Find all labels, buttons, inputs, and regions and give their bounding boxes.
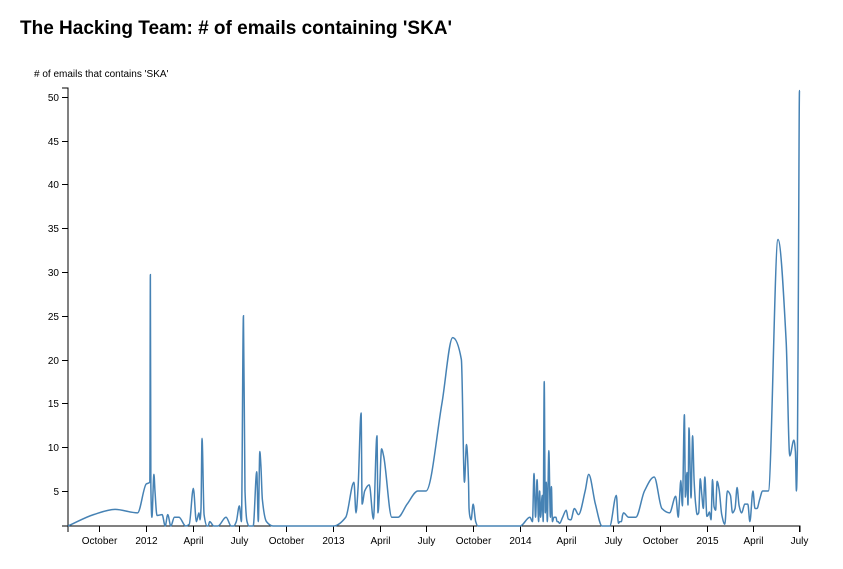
x-tick-label: 2013 [322,536,345,547]
chart-title: The Hacking Team: # of emails containing… [20,18,453,39]
series-line [67,89,801,527]
x-tick: July [605,526,623,547]
y-tick: 45 [48,137,68,148]
x-tick-label: July [605,536,623,547]
x-tick-label: October [643,536,679,547]
x-tick: July [791,526,809,547]
x-tick: October [456,526,492,547]
y-tick: 35 [48,224,68,235]
y-tick: 25 [48,312,68,323]
series-group [67,89,801,527]
x-tick: April [183,526,204,547]
y-tick-label: 45 [48,137,60,148]
y-axis-label: # of emails that contains 'SKA' [34,69,169,80]
y-tick: 30 [48,268,68,279]
x-tick: October [269,526,305,547]
x-tick-label: July [418,536,436,547]
y-tick: 20 [48,356,68,367]
y-tick-label: 35 [48,224,60,235]
x-tick: July [231,526,249,547]
x-tick: October [643,526,679,547]
x-tick-label: October [456,536,492,547]
x-tick-label: July [231,536,249,547]
y-tick: 15 [48,399,68,410]
x-tick-label: April [743,536,763,547]
y-tick: 40 [48,180,68,191]
x-tick: 2012 [135,526,158,547]
y-tick-label: 10 [48,443,60,454]
y-tick: 10 [48,443,68,454]
y-tick-label: 5 [53,487,59,498]
x-tick-label: 2012 [135,536,158,547]
x-tick: April [370,526,391,547]
x-tick: 2013 [322,526,345,547]
x-tick-label: April [370,536,390,547]
x-tick: October [82,526,118,547]
x-tick: April [556,526,577,547]
y-tick-label: 30 [48,268,60,279]
x-tick-label: July [791,536,809,547]
y-tick-label: 25 [48,312,60,323]
x-tick-label: October [82,536,118,547]
y-tick-label: 15 [48,399,60,410]
y-tick: 5 [53,487,68,498]
y-axis: 5 10 15 20 25 30 35 40 45 50 [48,87,69,527]
x-tick: 2014 [509,526,532,547]
x-tick-label: 2015 [696,536,719,547]
y-tick: 50 [48,93,68,104]
x-tick: July [418,526,436,547]
y-tick-label: 50 [48,93,60,104]
x-axis: October 2012 April July October 2013 April July… [67,525,809,547]
x-tick-label: April [556,536,576,547]
x-tick-label: 2014 [509,536,532,547]
y-axis-line [62,87,69,527]
x-tick-label: October [269,536,305,547]
x-tick-label: April [183,536,203,547]
y-tick-label: 40 [48,180,60,191]
x-tick: April [743,526,764,547]
x-tick: 2015 [696,526,719,547]
x-axis-line [67,525,801,532]
y-tick-label: 20 [48,356,60,367]
